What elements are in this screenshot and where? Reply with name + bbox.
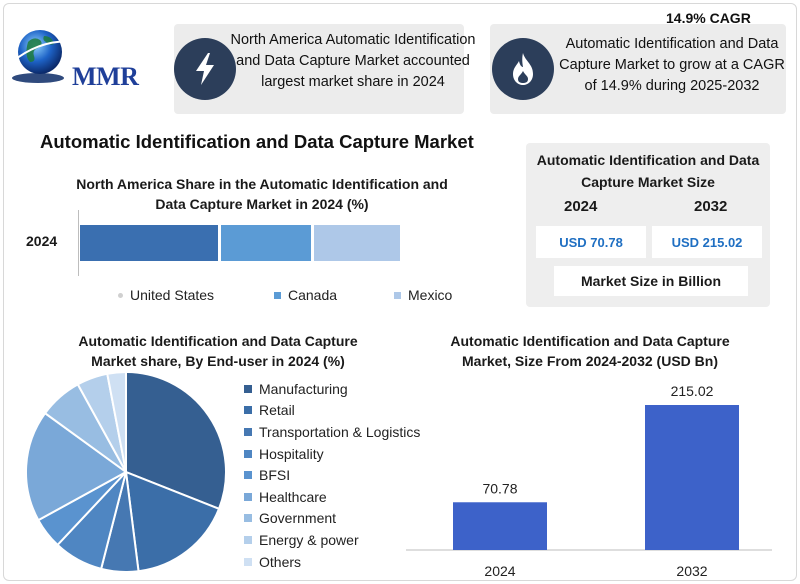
logo-text: MMR <box>72 62 139 91</box>
pie-legend-swatch <box>244 557 252 566</box>
pie-legend-item: BFSI <box>244 464 420 486</box>
end-user-pie-chart <box>25 370 227 573</box>
legend-label-canada: Canada <box>288 287 338 303</box>
pie-legend-item: Retail <box>244 400 420 422</box>
legend-swatch-mexico <box>394 291 401 299</box>
flame-icon <box>492 38 554 100</box>
mmr-logo: MMR <box>10 22 140 91</box>
legend-item-united-states: United States <box>118 287 214 303</box>
region-share-chart-title: North America Share in the Automatic Ide… <box>76 176 448 212</box>
infographic-frame <box>3 3 797 581</box>
bar-axis-line <box>78 210 79 276</box>
legend-item-mexico: Mexico <box>394 287 452 303</box>
pie-legend-item: Others <box>244 551 420 573</box>
pie-legend-swatch <box>244 427 252 436</box>
pie-legend-item: Hospitality <box>244 443 420 465</box>
market-size-column-chart: 70.78 2024 215.02 2032 <box>406 383 772 579</box>
column-bar-2032 <box>645 405 739 550</box>
legend-label-united-states: United States <box>130 287 215 303</box>
highlight-box-region-share: North America Automatic Identification a… <box>174 24 476 114</box>
pie-legend-swatch <box>244 406 252 415</box>
bar-segment-mexico <box>313 225 400 261</box>
cagr-label: 14.9% CAGR <box>666 10 751 26</box>
market-size-value-2032: USD 215.02 <box>652 226 762 258</box>
pie-legend-item: Energy & power <box>244 529 420 551</box>
pie-legend: Manufacturing Retail Transportation & Logi… <box>244 378 420 572</box>
column-data-label-2024: 70.78 <box>482 480 517 496</box>
highlight-text-region-share: North America Automatic Identification a… <box>230 32 476 90</box>
pie-slice-healthcare <box>25 411 128 522</box>
bar-segment-canada <box>220 225 311 261</box>
main-title: Automatic Identification and Data Captur… <box>40 131 474 152</box>
bar-segment-united-states <box>80 225 218 261</box>
legend-label-mexico: Mexico <box>408 287 453 303</box>
legend-swatch-canada <box>274 291 281 299</box>
column-bar-2024 <box>453 502 547 550</box>
pie-legend-swatch <box>244 514 252 523</box>
market-size-year-2024: 2024 <box>564 198 598 215</box>
pie-legend-swatch <box>244 449 252 458</box>
market-size-value-2024: USD 70.78 <box>536 226 646 258</box>
pie-legend-swatch <box>244 384 252 393</box>
pie-slice-retail <box>124 470 221 573</box>
market-size-chart-title: Automatic Identification and Data Captur… <box>450 333 730 369</box>
pie-legend-label: Healthcare <box>259 488 327 505</box>
legend-swatch-united-states <box>118 292 123 298</box>
market-size-title: Automatic Identification and Data Captur… <box>536 152 760 190</box>
pie-legend-item: Transportation & Logistics <box>244 421 420 443</box>
column-category-label-2024: 2024 <box>484 563 515 579</box>
pie-slice-manufacturing <box>125 370 227 511</box>
pie-legend-item: Government <box>244 508 420 530</box>
pie-legend-swatch <box>244 535 252 544</box>
pie-legend-swatch <box>244 471 252 480</box>
legend-item-canada: Canada <box>274 287 337 303</box>
pie-legend-label: BFSI <box>259 467 291 484</box>
market-size-unit: Market Size in Billion <box>554 266 748 296</box>
pie-legend-label: Manufacturing <box>259 380 348 397</box>
market-size-box: Automatic Identification and Data Captur… <box>526 143 770 307</box>
pie-legend-label: Others <box>259 553 302 570</box>
bar-category-label: 2024 <box>26 233 58 249</box>
lightning-icon <box>174 38 236 100</box>
pie-legend-label: Energy & power <box>259 531 359 548</box>
column-category-label-2032: 2032 <box>676 563 707 579</box>
pie-legend-swatch <box>244 492 252 501</box>
column-data-label-2032: 215.02 <box>671 383 714 399</box>
pie-legend-label: Transportation & Logistics <box>259 423 421 440</box>
pie-legend-label: Hospitality <box>259 445 324 462</box>
market-size-year-2032: 2032 <box>694 198 728 215</box>
globe-icon <box>11 30 77 83</box>
pie-legend-item: Healthcare <box>244 486 420 508</box>
pie-legend-label: Retail <box>259 402 295 419</box>
end-user-chart-title: Automatic Identification and Data Captur… <box>78 333 358 369</box>
pie-legend-label: Government <box>259 510 337 527</box>
pie-legend-item: Manufacturing <box>244 378 420 400</box>
pie-slice-others <box>106 370 127 473</box>
highlight-text-cagr: Automatic Identification and Data Captur… <box>559 36 785 94</box>
highlight-box-cagr: Automatic Identification and Data Captur… <box>490 24 786 114</box>
